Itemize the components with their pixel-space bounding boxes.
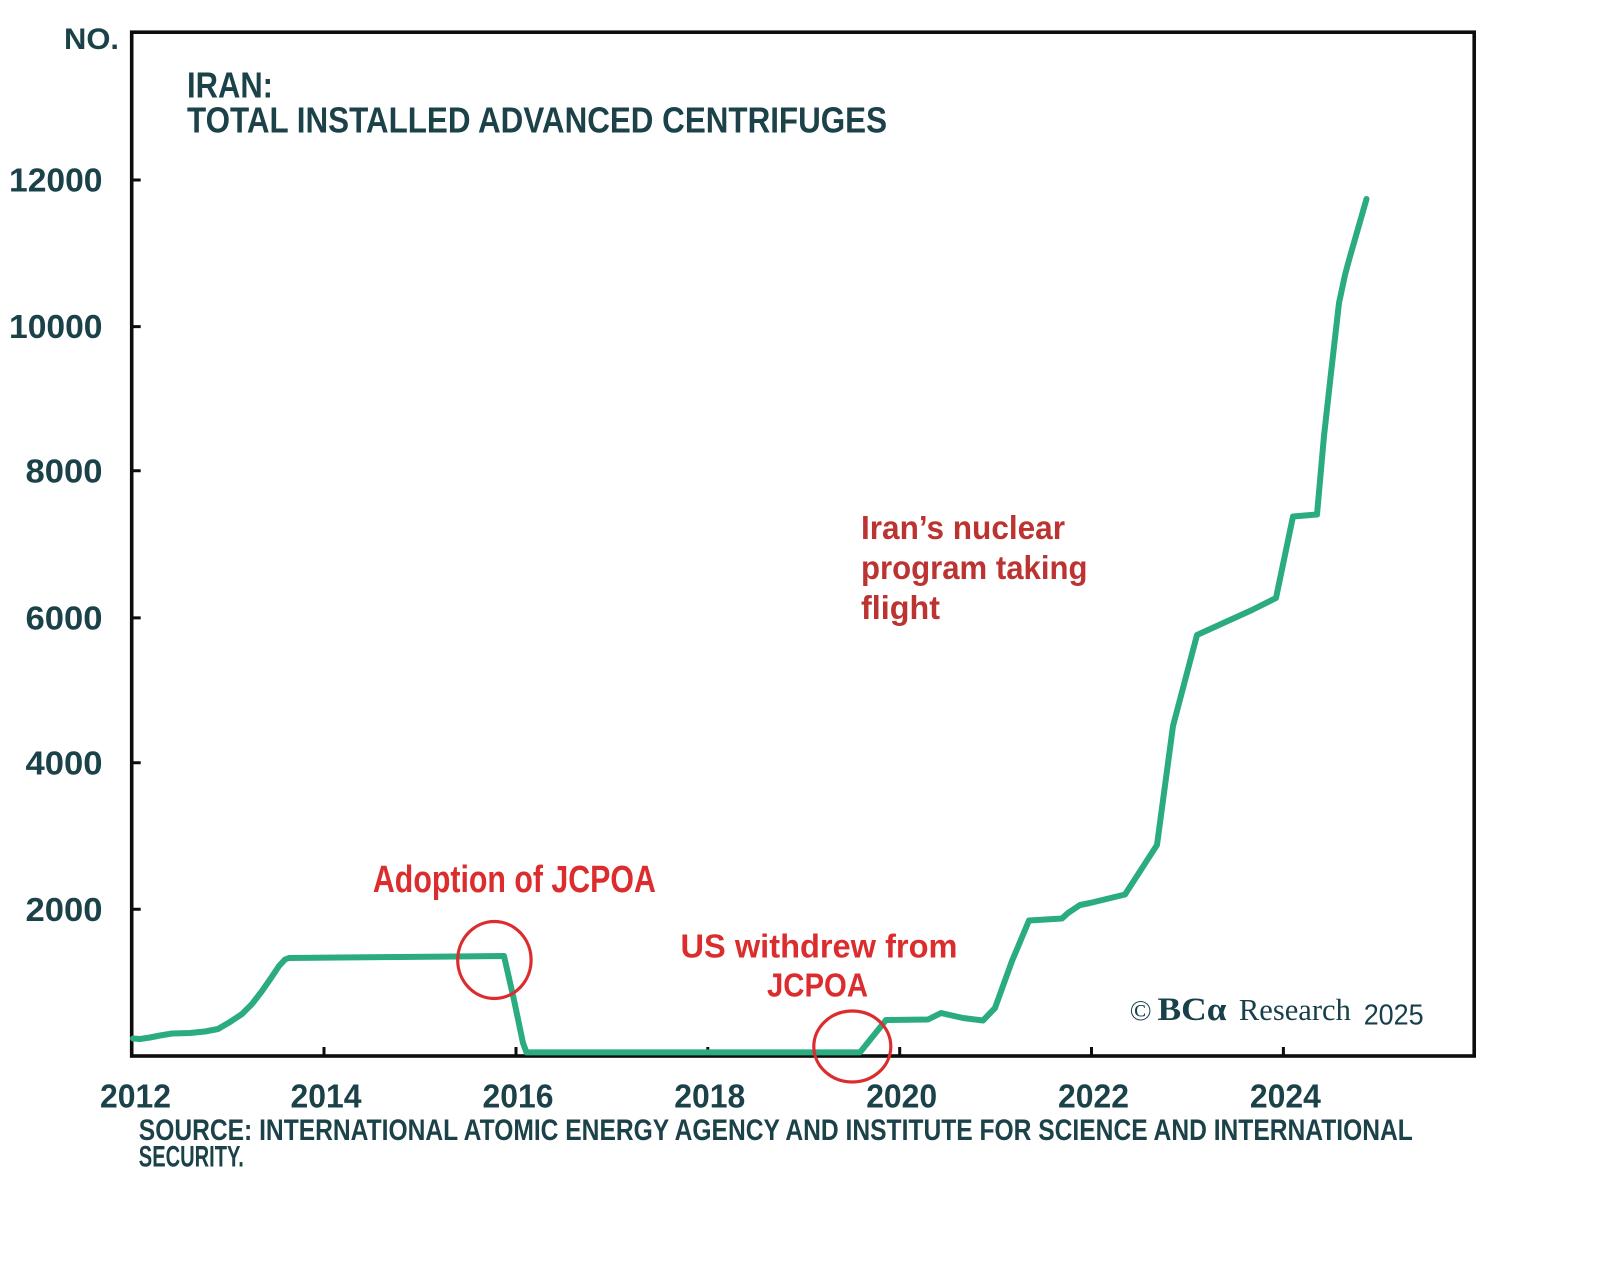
- svg-text:2012: 2012: [100, 1079, 171, 1116]
- svg-text:SOURCE: INTERNATIONAL ATOMIC E: SOURCE: INTERNATIONAL ATOMIC ENERGY AGEN…: [139, 1114, 1413, 1147]
- svg-text:Iran’s nuclear: Iran’s nuclear: [861, 509, 1065, 546]
- svg-text:12000: 12000: [9, 163, 103, 200]
- svg-text:JCPOA: JCPOA: [767, 967, 868, 1004]
- svg-text:2018: 2018: [674, 1079, 745, 1116]
- svg-text:SECURITY.: SECURITY.: [139, 1141, 244, 1174]
- svg-text:BCα: BCα: [1158, 992, 1227, 1028]
- svg-text:10000: 10000: [9, 309, 103, 346]
- svg-text:2024: 2024: [1250, 1079, 1321, 1116]
- svg-text:Research: Research: [1239, 992, 1351, 1027]
- svg-text:6000: 6000: [26, 601, 103, 638]
- svg-text:Adoption of JCPOA: Adoption of JCPOA: [373, 859, 656, 901]
- svg-text:4000: 4000: [26, 745, 103, 782]
- svg-text:2020: 2020: [866, 1079, 937, 1116]
- svg-text:NO.: NO.: [64, 23, 119, 56]
- svg-text:TOTAL INSTALLED ADVANCED CENTR: TOTAL INSTALLED ADVANCED CENTRIFUGES: [187, 100, 887, 141]
- svg-text:flight: flight: [861, 589, 940, 626]
- svg-text:US withdrew from: US withdrew from: [681, 927, 958, 964]
- svg-text:©: ©: [1130, 995, 1152, 1027]
- svg-text:2022: 2022: [1058, 1079, 1129, 1116]
- svg-text:8000: 8000: [26, 453, 103, 490]
- svg-text:program taking: program taking: [861, 549, 1088, 586]
- svg-text:2016: 2016: [483, 1079, 554, 1116]
- svg-text:2014: 2014: [291, 1079, 362, 1116]
- svg-text:2000: 2000: [26, 892, 103, 929]
- svg-text:2025: 2025: [1364, 1000, 1424, 1032]
- svg-text:IRAN:: IRAN:: [187, 65, 273, 106]
